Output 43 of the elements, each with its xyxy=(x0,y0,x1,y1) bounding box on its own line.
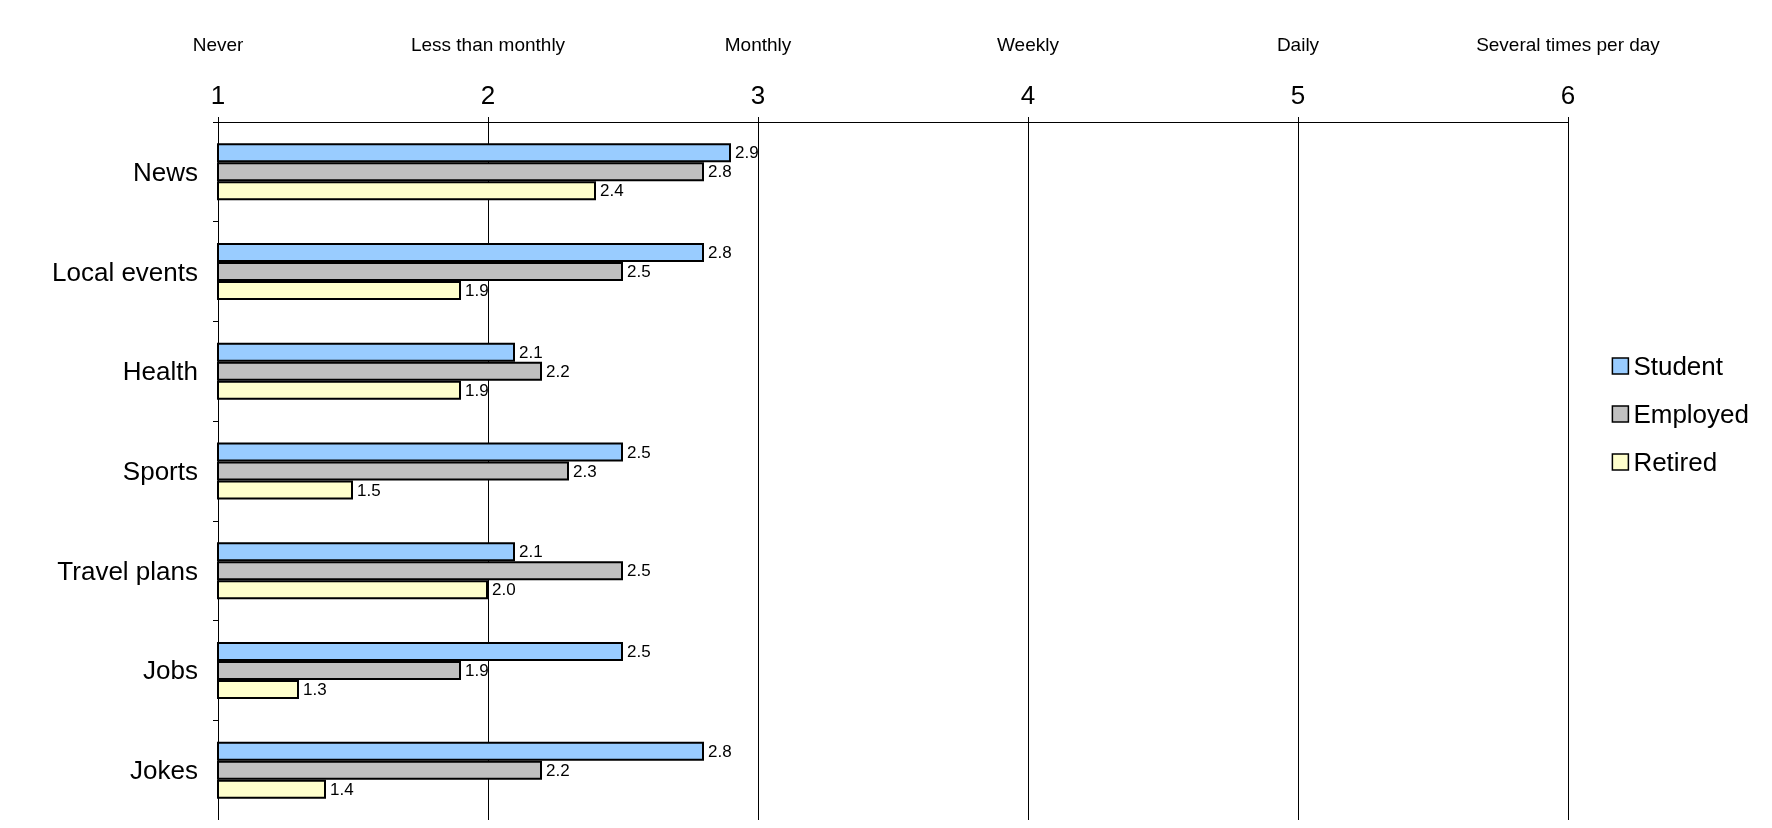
x-tick-label: 5 xyxy=(1290,80,1306,110)
y-tick-label: Local events xyxy=(52,256,198,287)
data-label: 2.2 xyxy=(546,760,570,780)
x-tick-label: 6 xyxy=(1560,80,1576,110)
data-label: 2.1 xyxy=(519,542,543,562)
y-tick-label: News xyxy=(132,156,198,187)
data-label: 1.9 xyxy=(465,660,489,680)
data-label: 2.8 xyxy=(708,741,732,761)
data-label: 2.3 xyxy=(573,461,597,481)
x-tick-label: 1 xyxy=(210,80,226,110)
data-label: 2.1 xyxy=(519,342,543,362)
data-label: 1.9 xyxy=(465,380,489,400)
data-label: 2.5 xyxy=(627,262,651,282)
data-label: 1.4 xyxy=(330,779,354,799)
data-label: 1.9 xyxy=(465,281,489,301)
text: Less than monthly xyxy=(410,34,566,55)
x-tick-label: 4 xyxy=(1020,80,1036,110)
y-tick-label: Travel plans xyxy=(57,555,198,586)
data-label: 2.8 xyxy=(708,162,732,182)
data-label: 2.5 xyxy=(627,641,651,661)
data-label: 2.0 xyxy=(492,580,516,600)
text: Daily xyxy=(1276,34,1320,55)
y-tick-label: Jokes xyxy=(130,755,198,786)
data-label: 2.9 xyxy=(735,143,759,163)
data-label: 2.5 xyxy=(627,442,651,462)
y-tick-label: Jobs xyxy=(143,655,198,686)
text: Several times per day xyxy=(1476,34,1661,55)
text: Never xyxy=(192,34,245,55)
y-tick-label: Sports xyxy=(122,456,198,486)
data-label: 2.4 xyxy=(600,181,624,201)
data-label: 2.8 xyxy=(708,243,732,263)
text: Monthly xyxy=(724,34,792,55)
legend-label: Student xyxy=(1633,351,1724,381)
data-label: 2.2 xyxy=(546,361,570,381)
legend-label: Retired xyxy=(1633,447,1718,477)
data-label: 1.3 xyxy=(303,679,327,699)
data-label: 2.5 xyxy=(627,561,651,581)
x-tick-label: 2 xyxy=(480,80,496,110)
y-tick-label: Health xyxy=(122,356,198,387)
text: Weekly xyxy=(997,34,1060,55)
x-tick-label: 3 xyxy=(750,80,766,110)
legend-label: Employed xyxy=(1633,399,1750,429)
data-label: 1.5 xyxy=(357,480,381,500)
